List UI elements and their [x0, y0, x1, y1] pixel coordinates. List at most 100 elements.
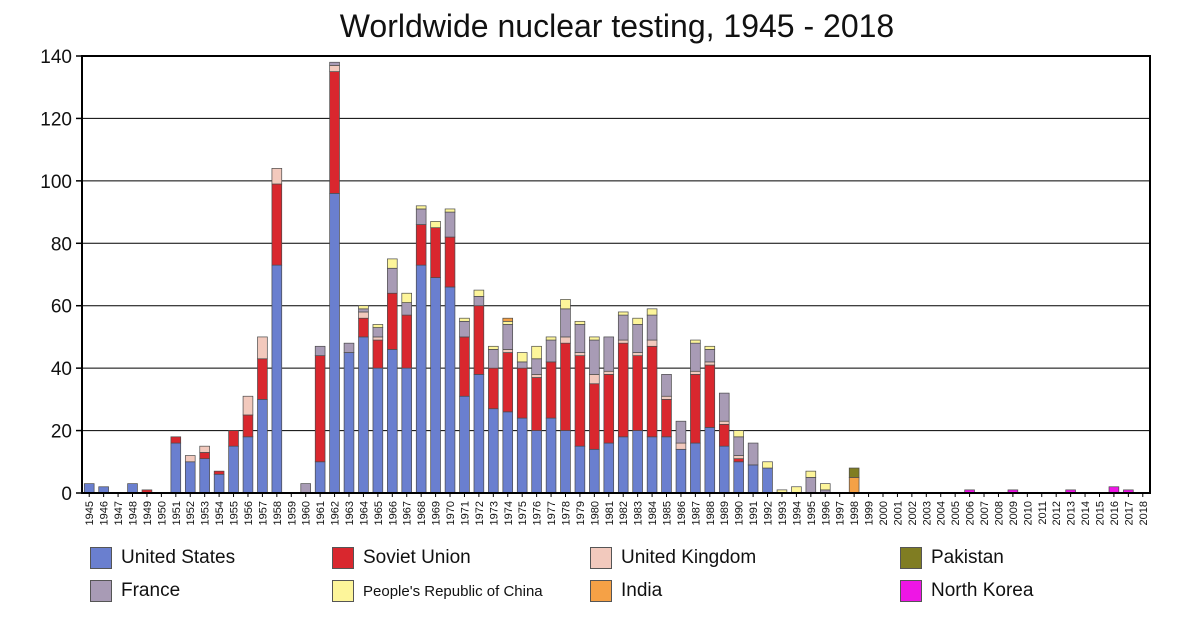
x-tick-label: 1956 — [243, 501, 255, 525]
x-tick-label: 1954 — [214, 501, 226, 525]
bar-united-kingdom — [372, 336, 384, 341]
bar-united-states — [661, 436, 672, 494]
legend: United States Soviet Union United Kingdo… — [90, 540, 1190, 610]
x-tick-label: 2009 — [1008, 501, 1020, 525]
x-tick-label: 2018 — [1138, 501, 1150, 525]
x-tick-label: 2011 — [1037, 501, 1049, 525]
y-tick-label: 140 — [40, 47, 72, 68]
legend-item-china: People's Republic of China — [332, 577, 543, 605]
x-tick-label: 1963 — [344, 501, 356, 525]
bar-people-s-republic-of-china — [459, 317, 470, 322]
x-tick-label: 1950 — [156, 501, 168, 525]
x-tick-label: 1995 — [806, 501, 818, 525]
bar-soviet-union — [646, 345, 658, 438]
bar-soviet-union — [603, 374, 615, 444]
y-tick-label: 40 — [51, 359, 72, 380]
bar-france — [473, 296, 485, 307]
bar-united-kingdom — [632, 352, 643, 357]
bar-france — [747, 442, 759, 466]
bar-soviet-union — [690, 374, 701, 444]
bar-united-states — [733, 461, 744, 494]
legend-label: Pakistan — [931, 547, 1004, 568]
x-tick-label: 1947 — [113, 501, 125, 525]
bar-soviet-union — [329, 71, 340, 194]
x-tick-label: 2000 — [878, 501, 890, 525]
bar-people-s-republic-of-china — [473, 289, 485, 297]
x-tick-label: 1959 — [286, 501, 298, 525]
y-tick-label: 0 — [61, 484, 72, 505]
bar-france — [632, 324, 643, 353]
x-tick-label: 1967 — [402, 501, 414, 525]
bar-france — [343, 342, 355, 353]
bar-united-states — [459, 395, 470, 494]
bar-france — [589, 339, 600, 375]
bar-united-states — [545, 417, 557, 494]
x-tick-label: 1952 — [185, 501, 197, 525]
x-tick-label: 1964 — [358, 501, 370, 525]
bar-united-states — [430, 277, 441, 494]
bar-france — [516, 361, 528, 369]
bar-united-states — [415, 264, 427, 494]
bar-united-kingdom — [589, 374, 600, 385]
x-tick-label: 1971 — [459, 501, 471, 525]
bar-france — [560, 308, 571, 338]
legend-item-pakistan: Pakistan — [900, 544, 1004, 572]
bar-soviet-union — [531, 377, 542, 431]
bar-france — [444, 211, 456, 238]
bar-united-kingdom — [661, 395, 672, 400]
x-tick-label: 2012 — [1051, 501, 1063, 525]
x-tick-label: 2006 — [965, 501, 977, 525]
x-tick-label: 1991 — [748, 501, 760, 525]
bar-united-states — [718, 445, 730, 494]
bar-soviet-union — [560, 342, 571, 431]
bar-pakistan — [848, 467, 860, 478]
x-tick-label: 1973 — [488, 501, 500, 525]
bar-united-states — [617, 436, 629, 494]
bar-united-states — [516, 417, 528, 494]
x-tick-label: 1985 — [662, 501, 674, 525]
bar-united-kingdom — [675, 442, 687, 450]
bar-france — [502, 324, 514, 350]
bar-people-s-republic-of-china — [430, 221, 441, 229]
bar-france — [329, 61, 340, 66]
bar-france — [314, 345, 326, 357]
bar-soviet-union — [545, 361, 557, 419]
bar-united-kingdom — [646, 339, 658, 347]
bar-soviet-union — [314, 355, 326, 463]
bar-united-kingdom — [531, 374, 542, 378]
legend-item-france: France — [90, 577, 180, 605]
x-tick-label: 1970 — [445, 501, 457, 525]
legend-label: France — [121, 580, 181, 601]
bar-united-states — [762, 467, 773, 494]
legend-item-united-kingdom: United Kingdom — [590, 544, 756, 572]
bar-united-states — [213, 473, 225, 494]
bar-soviet-union — [401, 314, 412, 369]
bar-people-s-republic-of-china — [488, 345, 499, 350]
x-tick-label: 1960 — [301, 501, 313, 525]
legend-swatch — [900, 580, 922, 602]
bar-soviet-union — [617, 342, 629, 438]
bar-united-states — [242, 436, 254, 494]
chart-title: Worldwide nuclear testing, 1945 - 2018 — [340, 8, 894, 44]
x-tick-label: 1958 — [272, 501, 284, 525]
bar-united-states — [589, 448, 600, 494]
bar-united-states — [444, 286, 456, 494]
x-tick-label: 1981 — [604, 501, 616, 525]
x-tick-label: 1983 — [633, 501, 645, 525]
bar-united-states — [675, 448, 687, 494]
bar-france — [574, 324, 586, 353]
x-tick-label: 1992 — [763, 501, 775, 525]
bar-united-states — [83, 483, 95, 494]
bar-united-kingdom — [574, 352, 586, 357]
bar-soviet-union — [242, 414, 254, 438]
x-tick-label: 1984 — [647, 501, 659, 525]
bar-united-states — [372, 367, 384, 494]
bar-united-states — [502, 411, 514, 494]
x-tick-label: 1945 — [84, 501, 96, 525]
bar-people-s-republic-of-china — [820, 483, 831, 491]
bar-united-states — [343, 352, 355, 494]
x-tick-label: 1998 — [849, 501, 861, 525]
bar-france — [387, 267, 398, 294]
x-tick-label: 1999 — [864, 501, 876, 525]
x-tick-label: 1951 — [171, 501, 183, 525]
